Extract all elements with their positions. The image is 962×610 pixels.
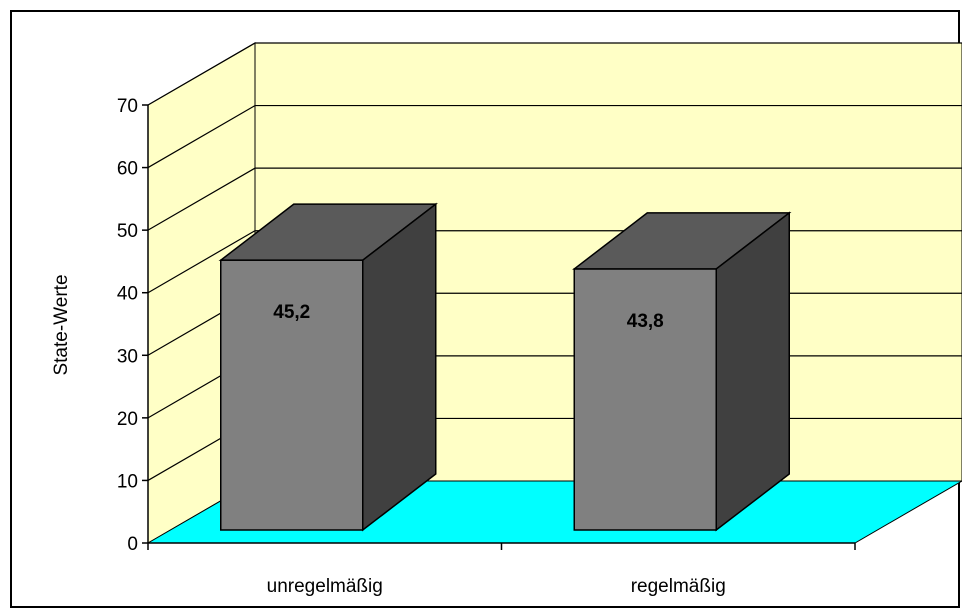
gridline xyxy=(147,42,962,106)
bar-front xyxy=(220,259,364,531)
bar-2 xyxy=(572,211,792,532)
y-tick-label: 10 xyxy=(117,471,138,492)
bar-side xyxy=(362,202,437,532)
x-category-label: regelmäßig xyxy=(631,576,726,597)
axes xyxy=(142,104,856,550)
data-label: 45,2 xyxy=(273,302,310,323)
bar-front xyxy=(573,268,717,531)
gridline xyxy=(147,104,962,169)
y-axis-title: State-Werte xyxy=(51,274,72,375)
data-label: 43,8 xyxy=(627,311,664,332)
labels: 0 10 20 30 40 50 60 70 45,2 unregelmäßig 43,8 regel… xyxy=(117,96,726,597)
x-category-label: unregelmäßig xyxy=(267,576,383,597)
y-tick-label: 70 xyxy=(117,96,138,117)
gridline xyxy=(147,167,962,231)
bar-side xyxy=(715,211,790,532)
y-tick-label: 50 xyxy=(117,221,138,242)
bar-1 xyxy=(218,202,438,532)
y-tick-label: 20 xyxy=(117,409,138,430)
y-tick-label: 60 xyxy=(117,159,138,180)
bars xyxy=(218,202,792,532)
y-tick-label: 30 xyxy=(117,346,138,367)
y-tick-label: 0 xyxy=(127,534,138,555)
y-tick-label: 40 xyxy=(117,284,138,305)
